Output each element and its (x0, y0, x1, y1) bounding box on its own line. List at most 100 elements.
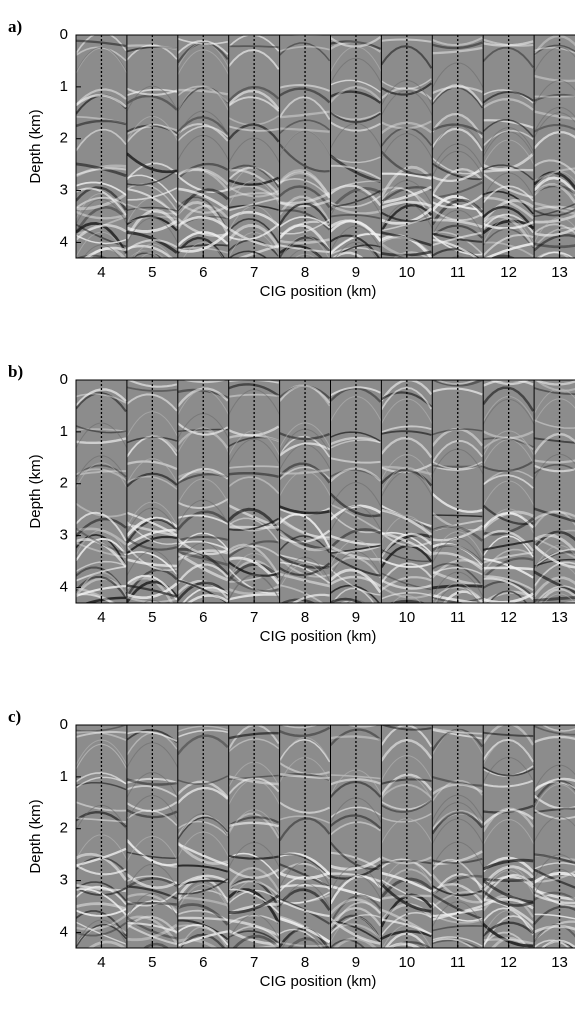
x-tick-label: 8 (301, 609, 309, 626)
event (228, 49, 280, 70)
x-axis-label: CIG position (km) (260, 628, 377, 645)
event (177, 85, 229, 103)
event (534, 184, 575, 195)
event (126, 535, 178, 555)
x-tick-label: 6 (199, 609, 207, 626)
event (83, 246, 127, 258)
event (76, 393, 127, 404)
event (534, 544, 575, 569)
noise (381, 515, 433, 542)
event (177, 878, 229, 895)
noise (126, 85, 178, 112)
event (381, 871, 432, 893)
event (126, 87, 178, 96)
noise (126, 795, 178, 821)
event (126, 923, 178, 946)
event (534, 585, 575, 603)
event (330, 584, 381, 603)
event (228, 192, 279, 199)
x-tick-label: 7 (250, 264, 258, 281)
event (381, 532, 433, 558)
noise (228, 430, 280, 456)
event (381, 172, 432, 180)
event (126, 915, 178, 944)
event (76, 527, 127, 555)
event (330, 189, 381, 208)
y-tick-label: 2 (60, 130, 68, 147)
x-tick-label: 11 (450, 264, 466, 281)
event (76, 772, 127, 785)
event (432, 544, 484, 564)
event (534, 530, 575, 549)
event (534, 93, 575, 102)
event (76, 730, 127, 738)
event (76, 731, 127, 742)
event (177, 549, 229, 561)
event (381, 430, 432, 436)
event (228, 914, 280, 925)
event (228, 35, 280, 52)
noise (330, 551, 382, 577)
event (76, 39, 127, 48)
panel-label: a) (8, 17, 22, 36)
event (76, 541, 127, 559)
event (228, 894, 280, 915)
y-axis-label: Depth (km) (27, 454, 44, 528)
noise (483, 739, 535, 765)
x-axis-label: CIG position (km) (260, 973, 377, 990)
event (330, 774, 381, 780)
event (279, 45, 330, 53)
noise (228, 880, 280, 906)
y-tick-label: 4 (60, 233, 68, 250)
event (228, 543, 280, 576)
event (76, 884, 127, 893)
event (381, 200, 432, 210)
event (381, 22, 431, 33)
event (228, 224, 280, 249)
noise (432, 124, 484, 151)
x-tick-label: 7 (250, 954, 258, 971)
event (228, 520, 280, 532)
noise (381, 454, 433, 480)
event (330, 534, 381, 546)
event (330, 901, 382, 933)
noise (126, 835, 178, 862)
noise (126, 217, 178, 244)
event (126, 873, 178, 890)
event (483, 460, 534, 473)
event (381, 121, 433, 134)
y-axis-label: Depth (km) (27, 799, 44, 873)
event (228, 425, 280, 437)
event (76, 196, 127, 209)
event (330, 528, 381, 549)
event (483, 190, 534, 215)
event (432, 113, 484, 139)
event (228, 525, 279, 529)
event (126, 44, 178, 51)
event (279, 928, 324, 948)
x-tick-label: 4 (97, 954, 105, 971)
noise (182, 242, 224, 258)
event (381, 799, 432, 813)
event (76, 88, 127, 106)
event (330, 841, 381, 871)
event (232, 934, 280, 948)
event (330, 814, 382, 830)
noise (381, 775, 433, 801)
noise (330, 482, 382, 508)
noise (177, 831, 229, 858)
event (228, 434, 280, 442)
noise (177, 884, 229, 910)
event (177, 786, 229, 804)
x-tick-label: 10 (399, 609, 416, 626)
x-tick-label: 5 (148, 954, 156, 971)
event (381, 783, 433, 799)
event (330, 213, 381, 220)
gather-events (432, 36, 484, 258)
y-tick-label: 4 (60, 578, 68, 595)
event (228, 465, 279, 469)
event (126, 584, 178, 598)
event (76, 902, 127, 911)
event (177, 188, 229, 215)
event (76, 538, 127, 568)
